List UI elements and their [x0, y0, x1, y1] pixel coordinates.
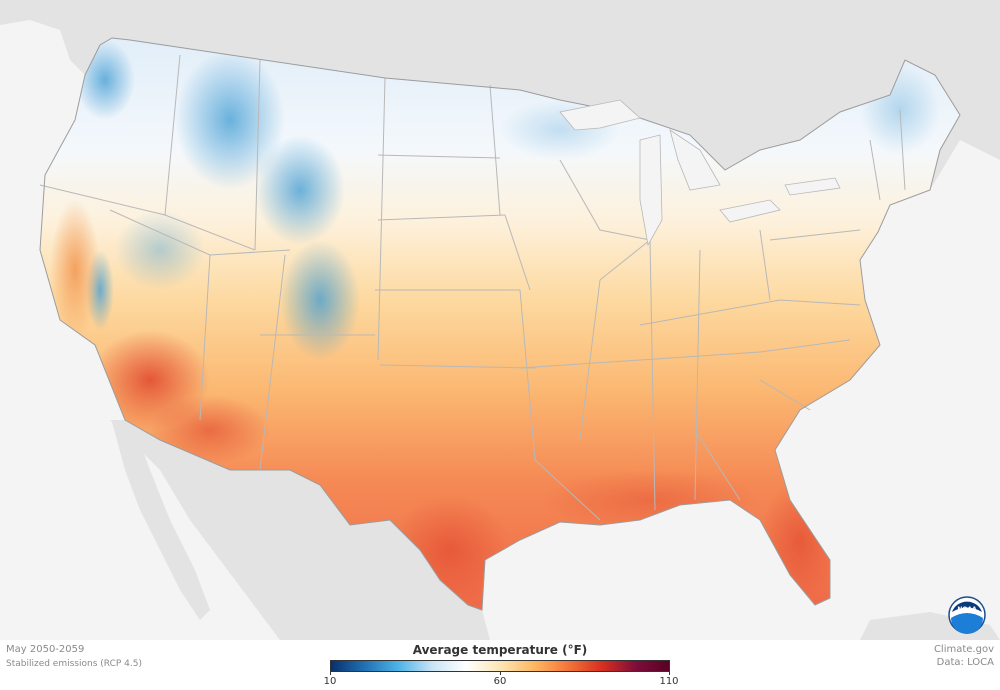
- tick-mark-min: [330, 672, 331, 675]
- credits: Climate.gov Data: LOCA: [934, 643, 994, 669]
- baja-peninsula: [112, 422, 210, 620]
- noaa-logo-icon: NOAA: [948, 596, 986, 634]
- source-label: Climate.gov: [933, 644, 994, 655]
- map-meta: May 2050-2059 Stabilized emissions (RCP …: [6, 643, 142, 671]
- legend-tick-min: 10: [323, 676, 337, 687]
- map-footer: May 2050-2059 Stabilized emissions (RCP …: [0, 640, 1000, 690]
- temperature-map: NOAA: [0, 0, 1000, 640]
- period-label: May 2050-2059: [6, 644, 85, 655]
- legend-tick-mid: 60: [493, 676, 507, 687]
- canada-landmass: [0, 0, 1000, 205]
- data-source-label: Data: LOCA: [936, 657, 994, 668]
- tick-mark-max: [669, 672, 670, 675]
- great-lakes: [559, 99, 841, 247]
- legend-color-bar: [330, 660, 670, 672]
- noaa-logo-text: NOAA: [957, 606, 977, 613]
- scenario-label: Stabilized emissions (RCP 4.5): [6, 659, 142, 669]
- state-borders: [39, 54, 906, 521]
- legend-title: Average temperature (°F): [412, 643, 588, 657]
- mexico-landmass: [110, 420, 490, 640]
- tick-mark-mid: [500, 672, 501, 675]
- legend-tick-max: 110: [659, 676, 679, 687]
